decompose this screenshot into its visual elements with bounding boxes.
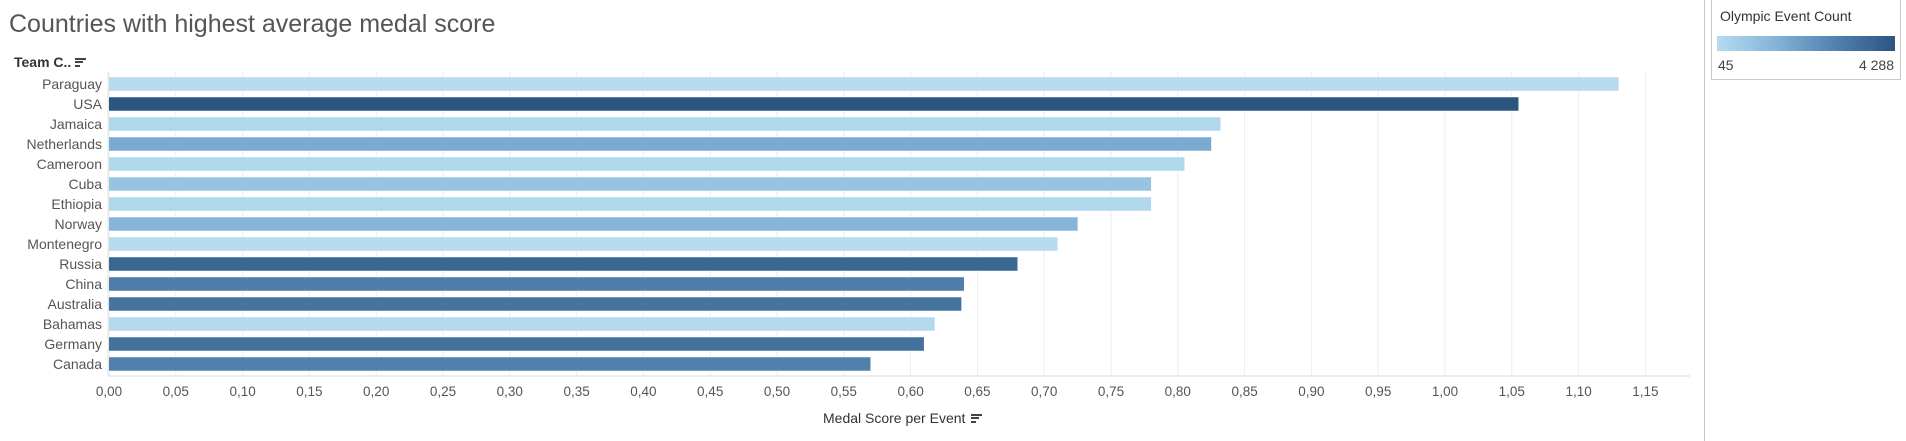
x-tick-label: 0,45: [697, 384, 723, 399]
bar[interactable]: [109, 157, 1185, 171]
category-label[interactable]: Ethiopia: [51, 196, 102, 212]
chart-title: Countries with highest average medal sco…: [9, 10, 496, 38]
bar[interactable]: [109, 237, 1058, 251]
bar[interactable]: [109, 337, 924, 351]
bar[interactable]: [109, 217, 1078, 231]
category-label[interactable]: Paraguay: [42, 76, 102, 92]
x-tick-label: 1,00: [1432, 384, 1458, 399]
x-axis-label: Medal Score per Event: [823, 410, 966, 426]
color-legend[interactable]: Olympic Event Count 45 4 288: [1711, 0, 1901, 80]
x-tick-label: 0,70: [1031, 384, 1057, 399]
x-tick-label: 0,90: [1298, 384, 1324, 399]
x-tick-label: 0,55: [831, 384, 857, 399]
bar[interactable]: [109, 297, 962, 311]
x-tick-label: 1,15: [1632, 384, 1658, 399]
category-label[interactable]: Norway: [55, 216, 102, 232]
legend-min-label: 45: [1718, 57, 1734, 73]
row-header-label: Team C..: [14, 54, 72, 70]
x-tick-label: 0,00: [96, 384, 122, 399]
x-tick-label: 0,05: [163, 384, 189, 399]
x-tick-label: 0,95: [1365, 384, 1391, 399]
bar[interactable]: [109, 317, 935, 331]
sort-icon[interactable]: [971, 413, 983, 423]
x-tick-label: 1,05: [1499, 384, 1525, 399]
bar[interactable]: [109, 277, 965, 291]
bar[interactable]: [109, 137, 1212, 151]
bar[interactable]: [109, 177, 1152, 191]
bar[interactable]: [109, 117, 1221, 131]
sort-icon[interactable]: [75, 57, 87, 67]
x-axis-title[interactable]: Medal Score per Event: [823, 410, 983, 426]
x-tick-label: 1,10: [1565, 384, 1591, 399]
bar-chart: 0,00 0,05 0,10 0,15 0,20 0,25 0,30 0,35 0,40 0,45…: [27, 72, 1690, 399]
x-tick-label: 0,35: [563, 384, 589, 399]
bar[interactable]: [109, 357, 871, 371]
legend-max-label: 4 288: [1858, 57, 1894, 73]
x-tick-label: 0,85: [1231, 384, 1257, 399]
category-label[interactable]: Canada: [53, 356, 102, 372]
category-label[interactable]: Australia: [48, 296, 103, 312]
x-tick-label: 0,80: [1165, 384, 1191, 399]
x-tick-label: 0,20: [363, 384, 389, 399]
x-tick-label: 0,15: [296, 384, 322, 399]
category-label[interactable]: Russia: [59, 256, 102, 272]
category-label[interactable]: Cuba: [69, 176, 103, 192]
x-tick-label: 0,40: [630, 384, 656, 399]
category-label[interactable]: Jamaica: [50, 116, 102, 132]
x-tick-label: 0,50: [764, 384, 790, 399]
row-header[interactable]: Team C..: [14, 54, 87, 70]
x-tick-label: 0,75: [1098, 384, 1124, 399]
bar[interactable]: [109, 77, 1619, 91]
x-tick-label: 0,65: [964, 384, 990, 399]
category-label[interactable]: Cameroon: [37, 156, 102, 172]
category-label[interactable]: China: [65, 276, 102, 292]
x-tick-label: 0,25: [430, 384, 456, 399]
category-label[interactable]: Germany: [44, 336, 102, 352]
x-tick-label: 0,60: [897, 384, 923, 399]
category-label[interactable]: Montenegro: [27, 236, 102, 252]
panel-divider: [1704, 0, 1705, 441]
bar[interactable]: [109, 257, 1018, 271]
category-label[interactable]: Netherlands: [27, 136, 103, 152]
bar[interactable]: [109, 197, 1152, 211]
x-tick-label: 0,30: [497, 384, 523, 399]
category-label[interactable]: Bahamas: [43, 316, 102, 332]
x-tick-label: 0,10: [229, 384, 255, 399]
category-label[interactable]: USA: [73, 96, 102, 112]
legend-title: Olympic Event Count: [1720, 8, 1852, 24]
bar[interactable]: [109, 97, 1519, 111]
legend-color-ramp: [1717, 36, 1895, 51]
